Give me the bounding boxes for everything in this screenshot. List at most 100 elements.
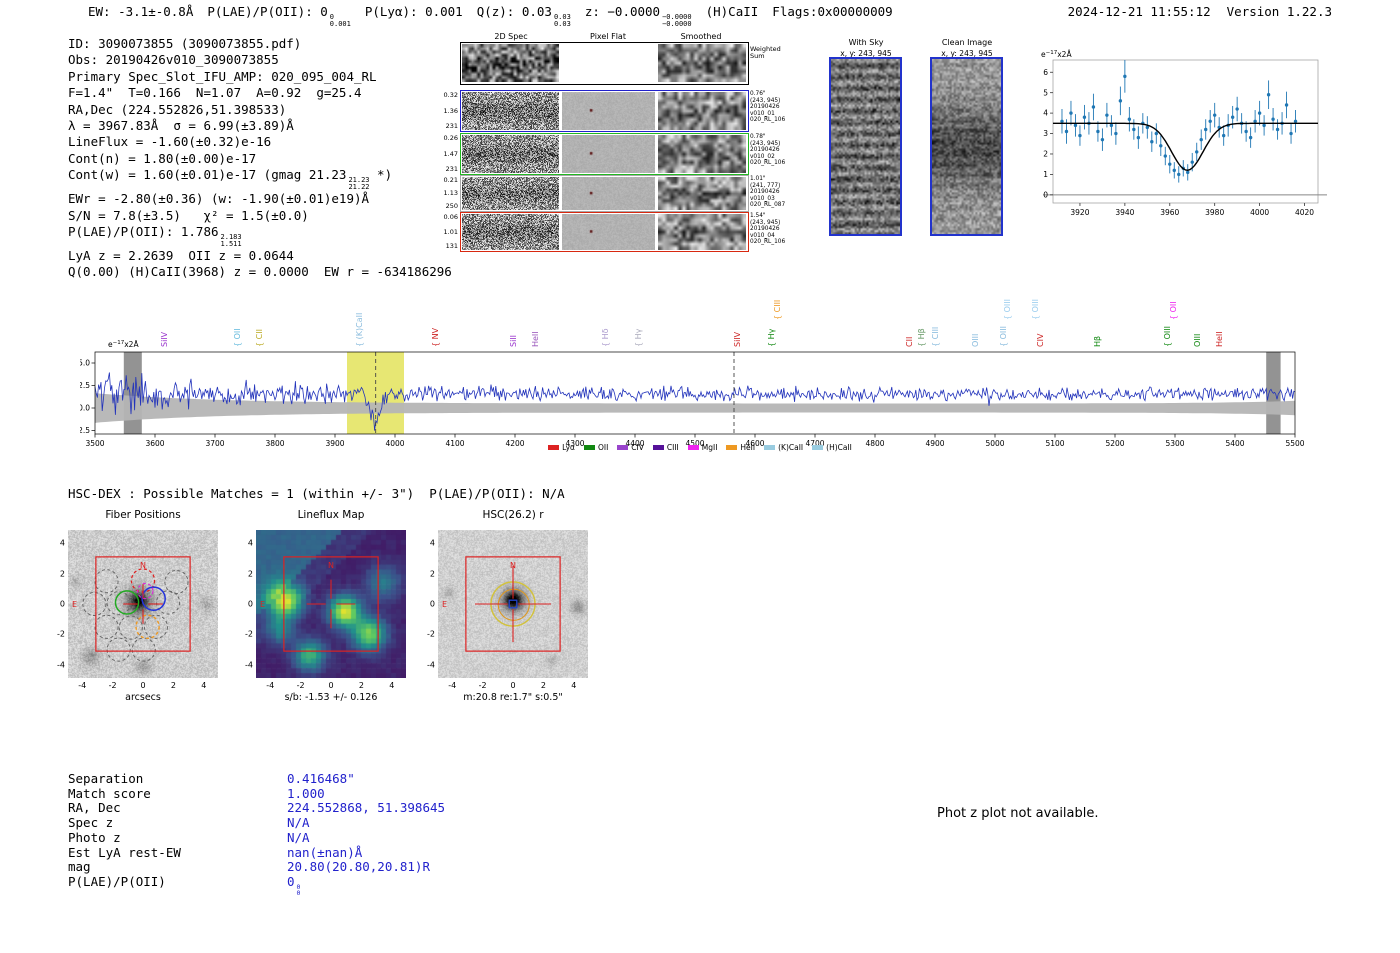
- info-line: Primary Spec_Slot_IFU_AMP: 020_095_004_R…: [68, 69, 465, 85]
- cutout-xtick: -4: [78, 681, 87, 690]
- info-line: EWr = -2.80(±0.36) (w: -1.90(±0.01)e19)Å: [68, 191, 465, 207]
- spec2d-row-right-labels: 0.78" (243, 945) 20190426 v010_02 020_RL_106: [750, 134, 785, 167]
- header-summary: EW: -3.1±-0.8Å P(LAE)/P(OII): 0 0 0.001 P(…: [88, 4, 893, 28]
- left-label: 1.01: [443, 227, 458, 236]
- cutout-ytick: 0: [247, 599, 253, 609]
- match-table-row: Photo z N/A: [68, 829, 445, 846]
- weighted-2dspec-image: [462, 44, 559, 82]
- row-pixelflat-image: [562, 92, 655, 130]
- col-title-2dspec: 2D Spec: [494, 32, 528, 41]
- with-sky-image: [829, 57, 902, 236]
- emission-line-label: { OII: [1169, 301, 1179, 320]
- match-table-value: 0: [287, 873, 295, 889]
- spec2d-row-right-labels: 1.01" (241, 777) 20190426 v010_03 020_RL_087: [750, 176, 785, 209]
- right-label-line: 020_RL_087: [750, 202, 786, 209]
- left-label: 250: [445, 202, 458, 210]
- fit-xtick: 3940: [1115, 208, 1134, 217]
- spec-ylabel: e−17x2Å: [108, 340, 139, 349]
- legend-item: CIII: [652, 443, 679, 452]
- cutout-ytick: -2: [57, 629, 65, 639]
- legend-swatch: [726, 445, 738, 450]
- legend-label: CIV: [631, 443, 644, 452]
- cutout-ytick: 4: [59, 538, 65, 548]
- legend-swatch: [652, 445, 664, 450]
- match-table-row: Separation 0.416468": [68, 771, 445, 787]
- spec-xtick: 4000: [385, 439, 404, 448]
- right-label-line: v010_01: [750, 110, 775, 117]
- right-label-line: 0.76": [750, 91, 766, 97]
- right-label-line: v010_03: [750, 195, 775, 202]
- info-range-hi: 21.23: [348, 176, 370, 185]
- left-label: 0.26: [443, 134, 458, 142]
- photz-note: Phot z plot not available.: [937, 806, 1099, 821]
- left-label: 131: [445, 242, 458, 250]
- spec-xtick: 5100: [1045, 439, 1064, 448]
- cutout-xtick: 4: [201, 681, 207, 690]
- spec2d-row-left-labels: 0.32 1.36 231: [434, 92, 458, 130]
- clean-image-title: Clean Image: [941, 38, 993, 47]
- legend-item: HeII: [726, 443, 755, 452]
- compass-east: E: [442, 600, 447, 609]
- header-meta: 2024-12-21 11:55:12 Version 1.22.3: [1040, 4, 1332, 19]
- left-label: 0.32: [443, 91, 458, 99]
- legend-item: (K)CaII: [764, 443, 803, 452]
- info-line: LineFlux = -1.60(±0.32)e-16: [68, 134, 465, 150]
- match-table: Separation 0.416468" Match score 1.000 RA, D…: [68, 771, 445, 897]
- match-table-label: Spec z: [68, 815, 114, 831]
- spec-xtick: 4100: [445, 439, 464, 448]
- left-label: 1.36: [443, 106, 458, 115]
- compass-north: N: [510, 561, 516, 570]
- weighted-sum-label-line: Weighted: [750, 45, 781, 53]
- spec2d-row-border: [460, 133, 749, 175]
- fit-ytick: 6: [1043, 68, 1048, 77]
- cutout-ytick: 2: [247, 569, 253, 579]
- cutout-ytick: 2: [59, 569, 65, 579]
- info-text: S/N = 7.8(±3.5) χ² = 1.5(±0.0): [68, 207, 309, 223]
- match-table-label: Photo z: [68, 829, 121, 845]
- row-pixelflat-image: [562, 214, 655, 250]
- with-sky-title: With Sky: [848, 38, 884, 47]
- info-text: RA,Dec (224.552826,51.398533): [68, 101, 287, 117]
- weighted-sum-label: Weighted Sum: [750, 45, 781, 60]
- cutout-ytick: -2: [245, 629, 253, 639]
- info-line: LyA z = 2.2639 OII z = 0.0644: [68, 248, 465, 264]
- info-text: P(LAE)/P(OII): 1.786: [68, 224, 219, 240]
- match-table-value: N/A: [287, 829, 310, 845]
- legend-item: MgII: [687, 443, 717, 452]
- right-label-line: 20190426: [750, 189, 780, 196]
- spec-ytick: -2.5: [80, 426, 90, 435]
- spec-xtick: 5300: [1165, 439, 1184, 448]
- match-table-value: 0.416468": [287, 771, 355, 786]
- cutout-xtick: 4: [571, 681, 577, 690]
- fit-xtick: 4000: [1250, 208, 1269, 217]
- match-table-value: 20.80(20.80,20.81)R: [287, 859, 430, 875]
- fit-ytick: 1: [1043, 170, 1048, 179]
- match-table-row: P(LAE)/P(OII) 0 0 0: [68, 873, 445, 897]
- info-text: LineFlux = -1.60(±0.32)e-16: [68, 134, 272, 150]
- match-table-value: nan(±nan)Å: [287, 844, 363, 860]
- info-line: ID: 3090073855 (3090073855.pdf): [68, 36, 465, 52]
- info-line: Obs: 20190426v010_3090073855: [68, 52, 465, 68]
- qz-range: 0.03 0.03: [553, 13, 571, 28]
- match-table-label: mag: [68, 859, 91, 875]
- info-range-lo: 21.22: [348, 183, 370, 192]
- cutout-ytick: 0: [429, 599, 435, 609]
- left-label: 0.21: [443, 176, 458, 184]
- left-label: 1.13: [443, 189, 458, 197]
- fit-ytick: 0: [1043, 190, 1048, 199]
- right-label-line: (243, 945): [750, 97, 781, 104]
- match-table-row: RA, Dec 224.552868, 51.398645: [68, 801, 445, 816]
- cutout-xtick: 2: [170, 681, 176, 690]
- fit-ytick: 4: [1043, 109, 1048, 118]
- cutout-xtick: 2: [540, 681, 546, 690]
- match-table-label: Est LyA rest-EW: [68, 844, 181, 860]
- spec-ytick: 0.0: [80, 404, 90, 413]
- spec-ytick: 5.0: [80, 359, 90, 368]
- info-line: Cont(n) = 1.80(±0.00)e-17: [68, 151, 465, 167]
- qz-value: Q(z): 0.03 0.03 0.03: [476, 4, 571, 28]
- cutout-ytick: 4: [247, 538, 253, 548]
- spec-xtick: 5000: [985, 439, 1004, 448]
- row-pixelflat-image: [562, 177, 655, 210]
- right-label-line: 20190426: [750, 226, 780, 233]
- info-line: Q(0.00) (H)CaII(3968) z = 0.0000 EW r = …: [68, 264, 465, 280]
